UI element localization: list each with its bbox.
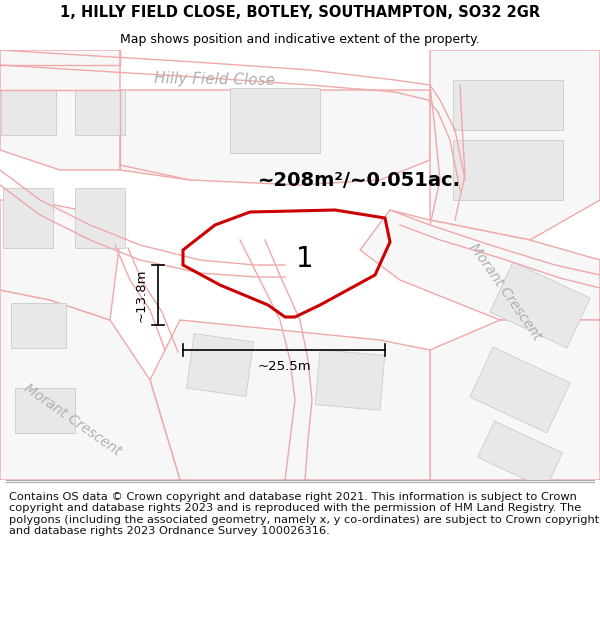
Polygon shape [230,88,320,152]
Polygon shape [478,421,562,489]
Text: Hilly Field Close: Hilly Field Close [154,71,275,89]
Polygon shape [3,188,53,248]
Polygon shape [453,140,563,200]
Polygon shape [360,210,600,320]
Text: 1, HILLY FIELD CLOSE, BOTLEY, SOUTHAMPTON, SO32 2GR: 1, HILLY FIELD CLOSE, BOTLEY, SOUTHAMPTO… [60,5,540,20]
Polygon shape [120,90,430,185]
Polygon shape [150,320,430,480]
Polygon shape [187,334,254,396]
Polygon shape [1,89,56,134]
Text: ~25.5m: ~25.5m [257,360,311,373]
Polygon shape [430,320,600,480]
Polygon shape [0,200,120,320]
Polygon shape [470,347,570,433]
Polygon shape [0,290,180,480]
Polygon shape [490,262,590,348]
Polygon shape [11,302,65,348]
Polygon shape [453,80,563,130]
Text: ~208m²/~0.051ac.: ~208m²/~0.051ac. [258,171,461,190]
Polygon shape [430,50,600,240]
Polygon shape [15,388,75,432]
Polygon shape [75,89,125,134]
Text: 1: 1 [296,244,314,272]
Text: Contains OS data © Crown copyright and database right 2021. This information is : Contains OS data © Crown copyright and d… [9,492,599,536]
Text: Map shows position and indicative extent of the property.: Map shows position and indicative extent… [120,32,480,46]
Polygon shape [75,188,125,248]
Polygon shape [315,350,385,410]
Text: Morant Crescent: Morant Crescent [21,381,123,459]
Polygon shape [0,50,120,170]
Text: ~13.8m: ~13.8m [135,268,148,322]
Text: Morant Crescent: Morant Crescent [466,241,544,343]
